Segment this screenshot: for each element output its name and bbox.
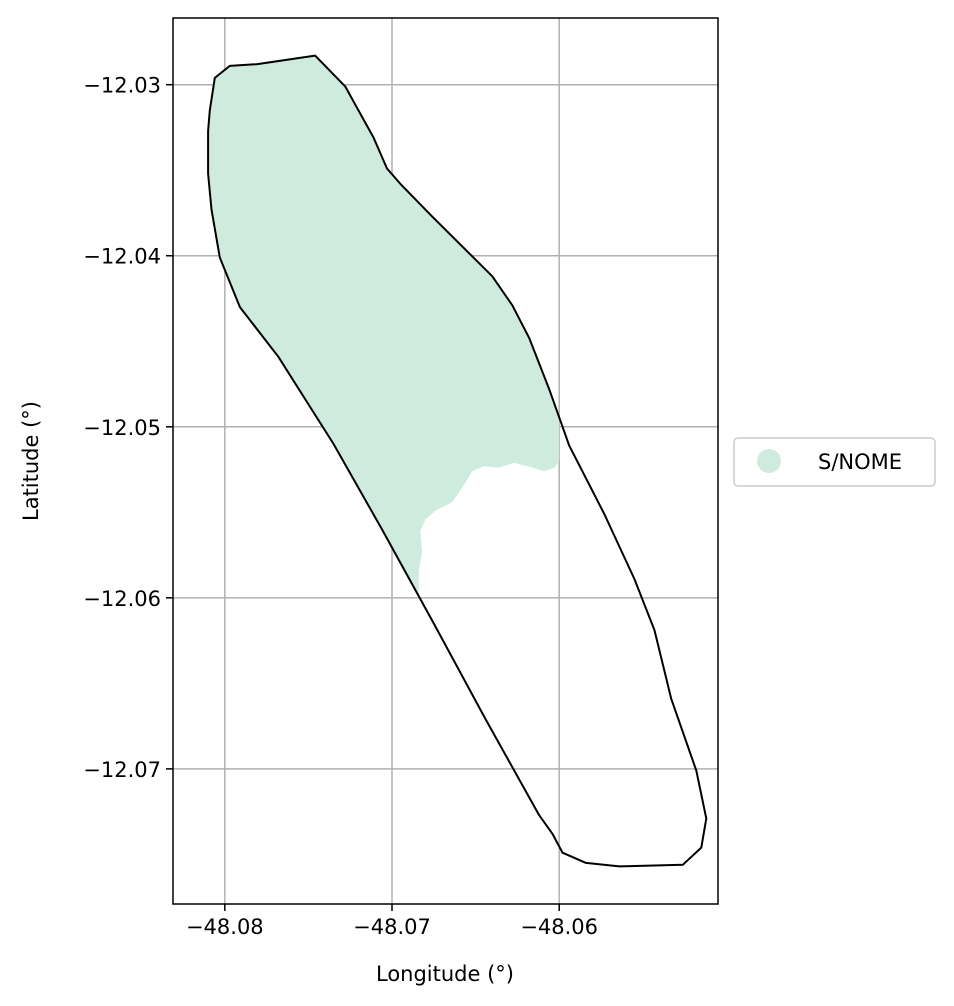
legend-box: [733, 437, 936, 487]
y-tick-label: −12.06: [83, 587, 161, 611]
x-tick-label: −48.07: [353, 915, 431, 939]
y-axis-title: Latitude (°): [19, 401, 43, 521]
y-tick-label: −12.07: [83, 758, 161, 782]
y-tick-label: −12.04: [83, 245, 161, 269]
study-area-boundary: [207, 54, 708, 868]
class-area-s-nome: [208, 55, 560, 595]
x-axis-ticks: −48.08 −48.07 −48.06: [186, 904, 598, 939]
x-axis-title: Longitude (°): [376, 962, 514, 986]
y-axis-ticks: −12.03 −12.04 −12.05 −12.06 −12.07: [83, 74, 173, 782]
y-tick-label: −12.03: [83, 74, 161, 98]
legend: S/NOME: [733, 437, 936, 487]
plot-frame: [172, 17, 719, 905]
x-tick-label: −48.08: [186, 915, 264, 939]
legend-marker-s-nome: [757, 449, 781, 473]
y-tick-label: −12.05: [83, 416, 161, 440]
legend-label-s-nome: S/NOME: [818, 450, 902, 474]
x-tick-label: −48.06: [520, 915, 598, 939]
